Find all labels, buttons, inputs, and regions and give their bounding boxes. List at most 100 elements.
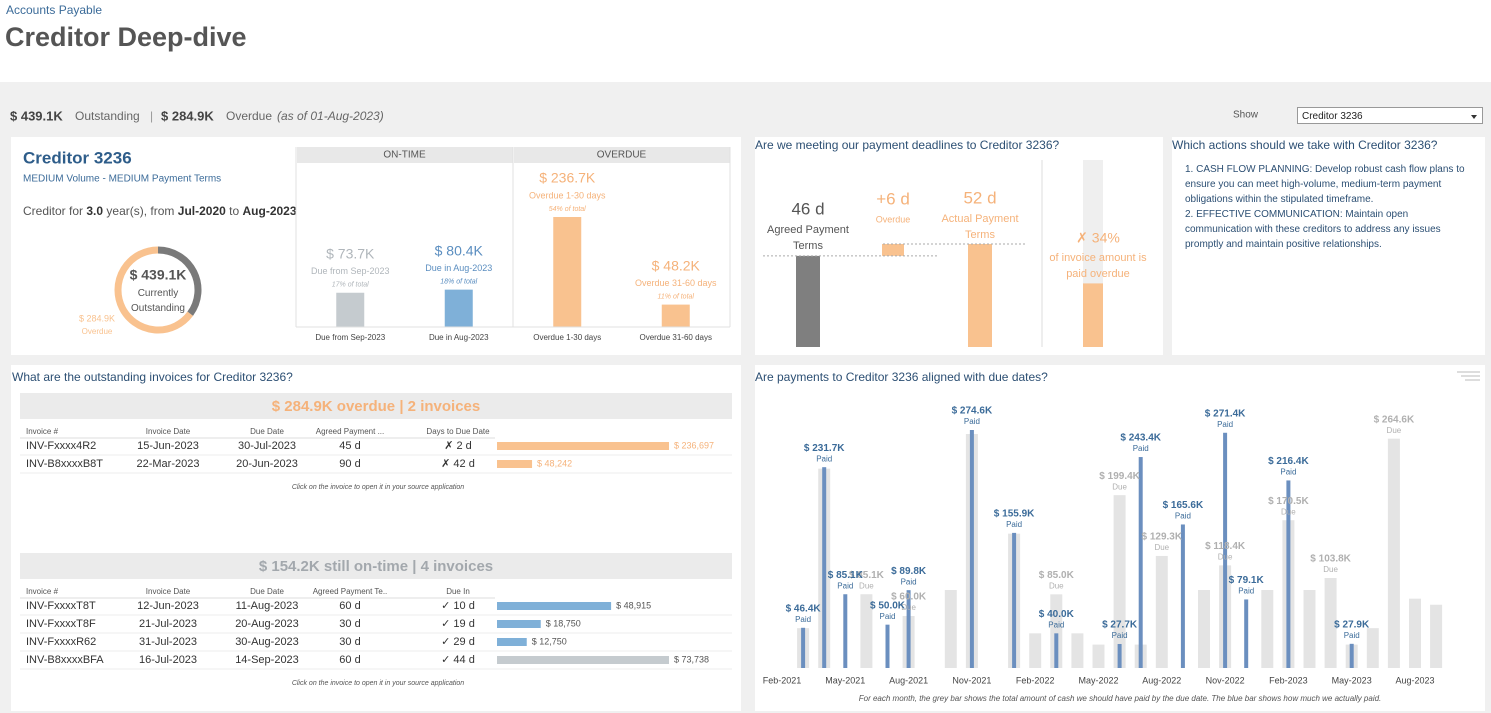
- bar-series-label: Due: [1218, 552, 1233, 561]
- x-tick-label: Aug-2023: [1395, 675, 1434, 685]
- amount-label: $ 48,242: [537, 458, 572, 468]
- table-cell: ✗ 2 d: [444, 440, 472, 452]
- panel-title: Are we meeting our payment deadlines to …: [755, 138, 1060, 152]
- bar-paid: [1117, 643, 1122, 668]
- bar-value-label: $ 80.4K: [435, 242, 484, 258]
- bar-value-label: $ 50.0K: [870, 600, 906, 611]
- table-cell: 45 d: [339, 440, 360, 452]
- table-cell: 31-Jul-2023: [139, 636, 197, 648]
- dropdown-value[interactable]: Creditor 3236: [1302, 111, 1363, 122]
- invoice-link[interactable]: INV-Fxxxx4R2: [26, 440, 96, 452]
- bar: [444, 289, 473, 327]
- progress-fill: [1083, 283, 1103, 347]
- bar-value-label: $ 216.4K: [1268, 456, 1309, 467]
- bar-category-label: Due from Sep-2023: [311, 266, 390, 276]
- tenure-start: Jul-2020: [177, 204, 226, 218]
- bar: [553, 217, 582, 327]
- column-header: Agreed Payment Te..: [313, 587, 388, 596]
- bar-paid: [1349, 643, 1354, 668]
- bar-series-label: Due: [1387, 426, 1402, 435]
- progress-caption: of invoice amount is paid overdue: [1049, 252, 1147, 280]
- invoice-link[interactable]: INV-FxxxxR62: [26, 636, 96, 648]
- donut-remainder: [157, 246, 202, 316]
- table-summary: $ 154.2K still on-time | 4 invoices: [259, 558, 493, 575]
- bar-due: [1430, 604, 1443, 668]
- donut-total: $ 439.1K: [130, 267, 187, 283]
- table-cell: 60 d: [339, 654, 360, 666]
- bar-due: [1409, 598, 1421, 668]
- bar-share-label: 18% of total: [440, 278, 477, 285]
- bar-series-label: Paid: [1217, 420, 1233, 429]
- bar-value-label: $ 170.5K: [1268, 496, 1309, 507]
- outstanding-amount: $ 439.1K: [10, 108, 63, 123]
- bar-value-label: $ 103.8K: [1310, 554, 1351, 565]
- amount-label: $ 48,915: [616, 600, 651, 610]
- bar-share-label: 54% of total: [549, 206, 586, 213]
- page-title: Creditor Deep-dive: [5, 22, 247, 52]
- table-cell: ✗ 42 d: [441, 458, 475, 470]
- bar-paid: [969, 430, 974, 668]
- x-axis-label: Due from Sep-2023: [315, 333, 385, 342]
- bar-value-label: $ 271.4K: [1205, 408, 1246, 419]
- panel-invoices: [11, 365, 741, 711]
- bar-series-label: Paid: [1133, 444, 1149, 453]
- bar-series-label: Paid: [879, 612, 895, 621]
- category-label: Agreed Payment Terms: [767, 224, 849, 252]
- column-header: Invoice Date: [146, 587, 191, 596]
- bar-value-label: $ 27.7K: [1102, 620, 1138, 631]
- bar-series-label: Paid: [1175, 512, 1191, 521]
- bar-paid: [906, 590, 911, 668]
- table-cell: 60 d: [339, 600, 360, 612]
- invoice-link[interactable]: INV-FxxxxT8F: [26, 618, 96, 630]
- header-band: [0, 0, 1491, 82]
- bar: [968, 244, 992, 347]
- panel-title: What are the outstanding invoices for Cr…: [12, 370, 293, 384]
- invoice-link[interactable]: INV-B8xxxxB8T: [26, 458, 103, 470]
- table-note: Click on the invoice to open it in your …: [292, 484, 464, 491]
- x-axis-label: Due in Aug-2023: [429, 333, 489, 342]
- group-header-band: [297, 147, 513, 163]
- bar-value-label: $ 199.4K: [1099, 471, 1140, 482]
- breadcrumb[interactable]: Accounts Payable: [6, 3, 103, 17]
- creditor-dropdown[interactable]: Creditor 3236: [1297, 107, 1483, 124]
- donut-overdue: [114, 246, 193, 334]
- table-cell: 30-Jul-2023: [238, 440, 296, 452]
- bar-paid: [1180, 524, 1185, 668]
- x-tick-label: May-2022: [1078, 675, 1118, 685]
- table-cell: ✓ 10 d: [441, 600, 475, 612]
- invoice-link[interactable]: INV-B8xxxxBFA: [26, 654, 104, 666]
- actions-list: 1. CASH FLOW PLANNING: Develop robust ca…: [1185, 162, 1475, 252]
- bar: [882, 244, 904, 256]
- invoice-link[interactable]: INV-FxxxxT8T: [26, 600, 96, 612]
- value-label: +6 d: [876, 189, 910, 208]
- bar-series-label: Due: [1112, 482, 1127, 491]
- amount-bar: [497, 620, 541, 628]
- column-header: Due In: [446, 587, 470, 596]
- table-cell: 12-Jun-2023: [137, 600, 199, 612]
- bar-due: [1324, 578, 1337, 668]
- dropdown-arrow[interactable]: [1471, 115, 1477, 119]
- bar-value-label: $ 48.2K: [652, 257, 701, 273]
- amount-bar: [497, 656, 669, 664]
- x-tick-label: Feb-2022: [1016, 675, 1055, 685]
- bar-value-label: $ 40.0K: [1039, 609, 1075, 620]
- x-tick-label: Aug-2021: [889, 675, 928, 685]
- table-cell: 90 d: [339, 458, 360, 470]
- column-header: Days to Due Date: [426, 427, 490, 436]
- column-header: Agreed Payment ...: [316, 427, 384, 436]
- column-header: Invoice #: [26, 587, 59, 596]
- amount-bar: [497, 442, 669, 450]
- bar-value-label: $ 27.9K: [1334, 619, 1370, 630]
- amount-label: $ 236,697: [674, 440, 714, 450]
- bar-value-label: $ 118.4K: [1205, 541, 1246, 552]
- amount-bar: [497, 460, 533, 468]
- outstanding-label: Outstanding: [75, 109, 140, 123]
- bar-due: [1092, 644, 1105, 668]
- column-header: Invoice Date: [146, 427, 191, 436]
- bar-value-label: $ 85.1K: [828, 570, 864, 581]
- bar-paid: [843, 594, 848, 668]
- x-tick-label: May-2021: [825, 675, 865, 685]
- tenure-text: to: [229, 204, 240, 218]
- amount-label: $ 73,738: [674, 654, 709, 664]
